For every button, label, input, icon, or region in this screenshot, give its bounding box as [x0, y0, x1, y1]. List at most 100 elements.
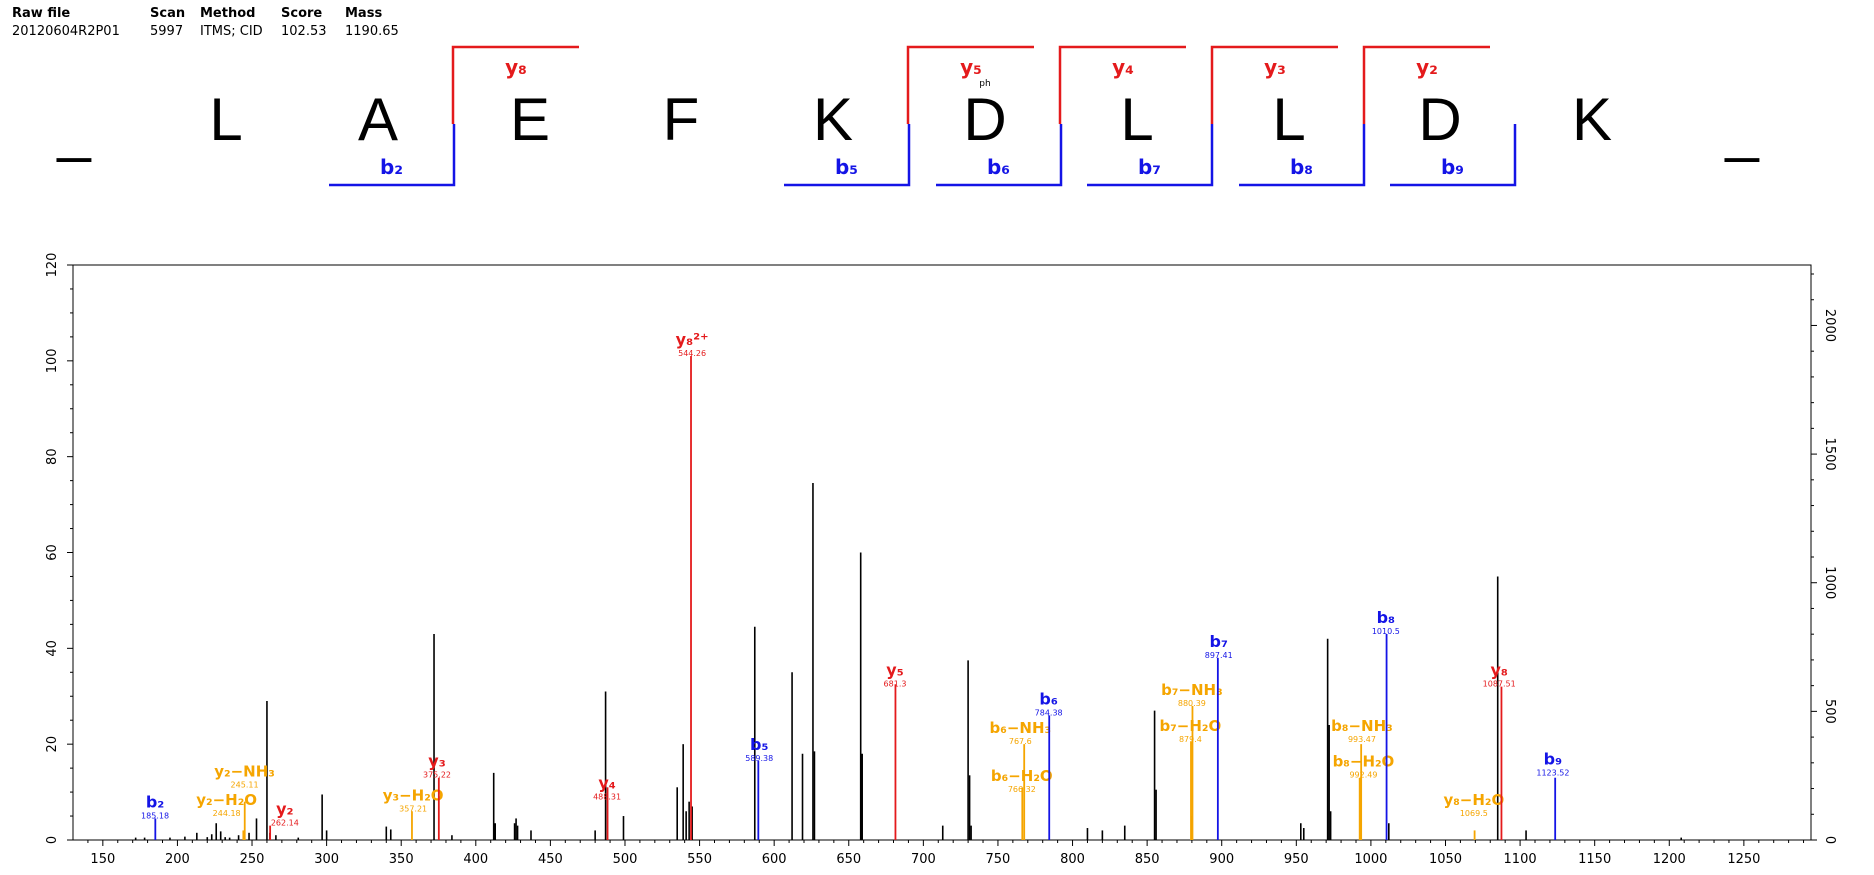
peak-ion-label: y₅ — [886, 661, 903, 680]
b-ion-label: b₈ — [1290, 155, 1313, 179]
peak-mz-label: 879.4 — [1179, 735, 1202, 744]
peak-ion-label: y₃−H₂O — [383, 786, 444, 804]
mass-value: 1190.65 — [345, 24, 399, 39]
y-tick-label: 0 — [45, 836, 60, 844]
peak-mz-label: 992.49 — [1349, 771, 1377, 780]
peak-mz-label: 185.18 — [141, 811, 169, 820]
peak-mz-label: 375.22 — [423, 771, 451, 780]
x-tick-label: 450 — [538, 852, 563, 867]
raw-file-value: 20120604R2P01 — [12, 24, 120, 39]
x-tick-label: 350 — [389, 852, 414, 867]
y-ion-label: y₂ — [1416, 55, 1438, 79]
x-tick-label: 600 — [762, 852, 787, 867]
x-tick-label: 400 — [463, 852, 488, 867]
y-ion-label: y₅ — [960, 55, 982, 79]
peak-mz-label: 1010.5 — [1372, 627, 1400, 636]
peak-ion-label: b₈−NH₃ — [1331, 717, 1393, 735]
sequence-residue: L — [209, 86, 242, 153]
peak-mz-label: 1123.52 — [1536, 768, 1569, 777]
x-tick-label: 150 — [90, 852, 115, 867]
peak-ion-label: b₇−NH₃ — [1161, 681, 1223, 699]
peak-ion-label: y₈−H₂O — [1443, 791, 1504, 809]
x-tick-label: 500 — [613, 852, 638, 867]
y-tick-label: 20 — [45, 736, 60, 753]
b-ion-label: b₂ — [380, 155, 403, 179]
y-tick-label: 60 — [45, 544, 60, 561]
x-tick-label: 200 — [165, 852, 190, 867]
peak-mz-label: 993.47 — [1348, 735, 1376, 744]
scan-value: 5997 — [150, 24, 184, 39]
b-ion-bracket — [1390, 124, 1517, 187]
peak-ion-label: y₂ — [276, 800, 293, 819]
score-label: Score — [281, 6, 323, 21]
method-label: Method — [200, 6, 256, 21]
b-ion-bracket — [936, 124, 1063, 187]
peak-ion-label: y₈ — [1490, 661, 1507, 680]
sequence-residue: D — [1418, 86, 1461, 153]
peak-ion-label: y₈²⁺ — [676, 330, 709, 349]
peak-mz-label: 589.38 — [745, 754, 773, 763]
b-ion-label: b₉ — [1441, 155, 1464, 179]
y2-tick-label: 1500 — [1822, 438, 1837, 471]
peak-mz-label: 1069.5 — [1460, 809, 1488, 818]
sequence-residue: F — [663, 86, 700, 153]
x-tick-label: 1250 — [1727, 852, 1760, 867]
peak-mz-label: 897.41 — [1205, 651, 1233, 660]
peak-ion-label: y₂−H₂O — [196, 791, 257, 809]
peak-mz-label: 357.21 — [399, 804, 427, 813]
mass-label: Mass — [345, 6, 383, 21]
raw-file-label: Raw file — [12, 6, 71, 21]
y-tick-label: 80 — [45, 448, 60, 465]
peak-ion-label: b₆−H₂O — [991, 767, 1053, 785]
peak-mz-label: 880.39 — [1178, 699, 1206, 708]
x-tick-label: 1100 — [1504, 852, 1537, 867]
y-ion-bracket — [451, 45, 579, 124]
x-tick-label: 700 — [911, 852, 936, 867]
sequence-residue: _ — [56, 96, 92, 163]
peak-mz-label: 544.26 — [678, 349, 706, 358]
x-tick-label: 1050 — [1429, 852, 1462, 867]
x-tick-label: 850 — [1135, 852, 1160, 867]
y-tick-label: 100 — [45, 348, 60, 373]
peak-mz-label: 767.6 — [1009, 737, 1032, 746]
y-ion-bracket — [906, 45, 1034, 124]
x-tick-label: 1200 — [1653, 852, 1686, 867]
b-ion-bracket — [1087, 124, 1214, 187]
peak-ion-label: b₂ — [146, 792, 164, 811]
peak-ion-label: b₆−NH₃ — [990, 719, 1052, 737]
sequence-residue: L — [1272, 86, 1305, 153]
x-tick-label: 750 — [986, 852, 1011, 867]
peak-mz-label: 245.11 — [231, 780, 259, 789]
y2-tick-label: 0 — [1822, 836, 1837, 844]
y2-tick-label: 2000 — [1822, 309, 1837, 342]
sequence-residue: K — [1572, 86, 1612, 153]
x-tick-label: 250 — [240, 852, 265, 867]
y-ion-bracket — [1058, 45, 1186, 124]
x-tick-label: 800 — [1060, 852, 1085, 867]
y-tick-label: 120 — [45, 253, 60, 278]
peak-mz-label: 1087.51 — [1483, 680, 1516, 689]
x-tick-label: 550 — [687, 852, 712, 867]
x-tick-label: 650 — [836, 852, 861, 867]
peak-ion-label: y₃ — [428, 752, 445, 771]
peptide-sequence-annotation: _ L A E F K D L L D K _ ph y₈ y₅ y₄ y₃ y₂ b₂ b₅ b₆ b₇ b₈ b₉ — [56, 45, 1760, 187]
x-tick-label: 300 — [314, 852, 339, 867]
sequence-residue: E — [510, 86, 550, 153]
y-ion-label: y₈ — [505, 55, 527, 79]
method-value: ITMS; CID — [200, 24, 263, 39]
peak-ion-label: y₂−NH₃ — [214, 762, 275, 780]
sequence-residue: D — [963, 86, 1006, 153]
peak-ion-label: b₆ — [1039, 689, 1057, 708]
peak-ion-label: b₈−H₂O — [1333, 753, 1395, 771]
y-ion-label: y₃ — [1264, 55, 1286, 79]
peak-mz-label: 262.14 — [271, 819, 299, 828]
scan-label: Scan — [150, 6, 186, 21]
b-ion-bracket — [329, 124, 456, 187]
y-ion-bracket — [1210, 45, 1338, 124]
peak-ion-label: y₄ — [598, 773, 615, 792]
phospho-site-label: ph — [979, 79, 990, 89]
peak-ion-label: b₇ — [1210, 632, 1228, 651]
peak-mz-label: 244.18 — [213, 809, 241, 818]
b-ion-label: b₆ — [987, 155, 1010, 179]
x-tick-label: 950 — [1284, 852, 1309, 867]
